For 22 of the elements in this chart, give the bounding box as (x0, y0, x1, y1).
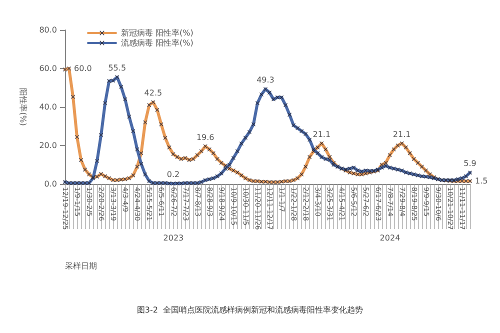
text: 图3-2 全国哨点医院流感样病例新冠和流感病毒阳性率变化趋势 (136, 306, 364, 314)
legend-label: 流感病毒 阳性率(%) (121, 38, 194, 48)
data-label: 49.3 (256, 76, 274, 85)
y-tick-label: 60.0 (39, 64, 57, 73)
data-label: 1.5 (475, 176, 488, 186)
data-label: 21.1 (392, 130, 411, 139)
data-label: 55.5 (108, 64, 126, 73)
data-label: 19.6 (196, 132, 214, 142)
x-axis-title: 采样日期 (65, 262, 97, 270)
data-label: 42.5 (144, 88, 162, 98)
y-tick-label: 20.0 (39, 141, 57, 150)
data-label: 0.2 (166, 170, 180, 180)
data-label: 5.9 (464, 159, 476, 168)
legend-label: 新冠病毒 阳性率(%) (121, 28, 194, 38)
text: 2024 (380, 234, 400, 242)
data-label: 21.1 (312, 130, 331, 139)
y-tick-label: 80.0 (39, 26, 57, 34)
y-tick-label: 40.0 (39, 102, 57, 112)
text: 2023 (163, 234, 184, 242)
y-axis-title: 阳性率(%) (18, 88, 28, 126)
data-label: 60.0 (74, 64, 92, 73)
y-tick-label: 0.0 (44, 180, 57, 188)
